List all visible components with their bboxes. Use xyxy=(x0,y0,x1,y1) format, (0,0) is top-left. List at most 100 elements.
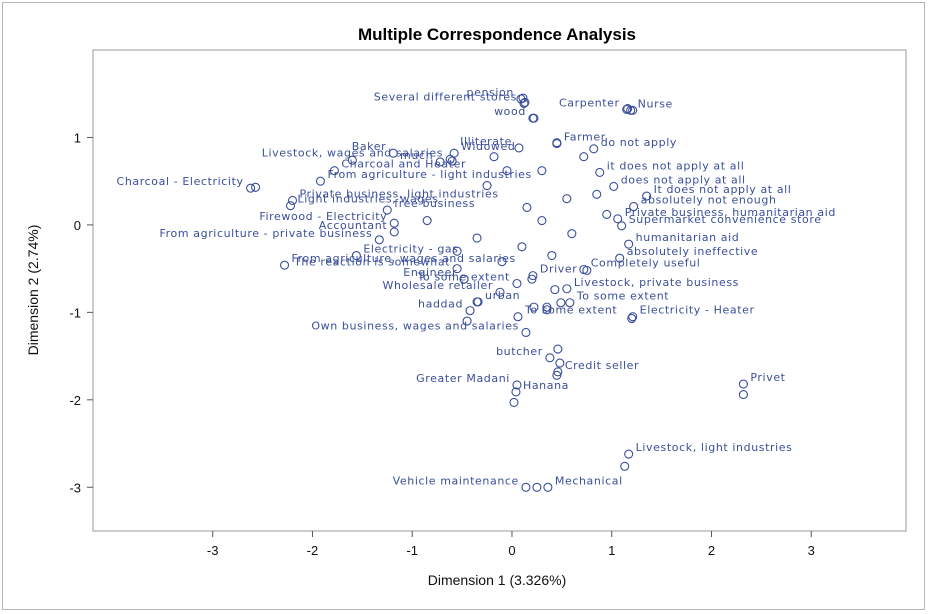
data-point-label: butcher xyxy=(496,345,543,358)
data-point-label: The reaction is somewhat xyxy=(293,256,450,269)
data-point-label: To some extent xyxy=(417,271,510,284)
data-point-label: Private business, light industries xyxy=(300,187,499,200)
data-point xyxy=(620,461,630,471)
data-point-label: Own business, wages and salaries xyxy=(311,319,519,332)
data-point xyxy=(287,195,298,205)
data-point xyxy=(602,209,612,219)
data-point xyxy=(452,264,462,274)
data-point-label: Nurse xyxy=(638,97,673,110)
data-point-label: it does not apply at all xyxy=(607,159,745,172)
data-point xyxy=(579,152,589,162)
data-point-label: humanitarian aid xyxy=(636,231,740,244)
data-point xyxy=(512,380,522,390)
x-axis-label: Dimension 1 (3.326%) xyxy=(428,572,567,588)
data-point-label: absolutely not enough xyxy=(641,194,777,207)
data-point xyxy=(738,379,748,389)
data-point-label: Private business, humanitarian aid xyxy=(625,206,836,219)
data-point xyxy=(489,152,499,162)
data-point-label: wood xyxy=(494,105,526,118)
data-point xyxy=(592,189,602,199)
data-point-label: Driver xyxy=(540,263,577,276)
data-point xyxy=(435,157,445,167)
data-point xyxy=(502,166,512,176)
x-tick-label: -2 xyxy=(307,543,319,558)
x-axis: -3 -2 -1 0 1 2 3 xyxy=(207,531,815,558)
data-point-label: Livestock, private business xyxy=(574,276,739,289)
data-point xyxy=(615,253,625,263)
data-point-label: Vehicle maintenance xyxy=(393,474,519,487)
data-point-label: Light industries, wages xyxy=(298,193,439,206)
data-point xyxy=(389,218,399,228)
data-point xyxy=(315,176,325,186)
data-point xyxy=(622,104,632,115)
data-point xyxy=(589,144,599,154)
point-markers xyxy=(246,93,748,492)
data-point-label: Illiterate xyxy=(460,135,512,148)
y-axis: -3 -2 -1 0 1 xyxy=(69,130,93,495)
data-point xyxy=(562,284,572,294)
data-point xyxy=(624,449,634,459)
data-point xyxy=(389,227,399,237)
data-point xyxy=(246,183,256,193)
y-tick-label: 1 xyxy=(74,130,81,145)
data-point xyxy=(537,166,547,176)
data-point-label: Widowed xyxy=(461,140,515,153)
x-tick-label: 0 xyxy=(508,543,515,558)
y-tick-label: -3 xyxy=(69,480,81,495)
data-point-label: Mechanical xyxy=(555,474,623,487)
data-point xyxy=(514,143,524,153)
data-point-label: much xyxy=(400,149,433,162)
data-point xyxy=(517,242,527,252)
data-point-label: Supermarket convenience store xyxy=(629,213,822,226)
data-point xyxy=(628,312,638,322)
data-point xyxy=(642,191,652,201)
data-point xyxy=(543,482,553,492)
data-point-label: Credit seller xyxy=(565,359,639,372)
data-point-label: Carpenter xyxy=(559,96,620,109)
data-point xyxy=(462,316,472,326)
data-point xyxy=(547,250,557,261)
data-point xyxy=(528,271,538,281)
data-point xyxy=(542,305,552,315)
data-point xyxy=(512,278,522,289)
data-point-label: Engineer xyxy=(403,266,457,279)
data-point xyxy=(347,155,357,165)
data-point-label: To some extent xyxy=(576,290,669,303)
data-point xyxy=(552,370,562,380)
data-point-label: Charcoal - Electricity xyxy=(117,175,244,188)
data-point xyxy=(556,298,566,308)
data-point-label: Electricity - gas xyxy=(363,243,458,256)
x-tick-label: -1 xyxy=(406,543,418,558)
data-point xyxy=(519,98,529,108)
chart-title: Multiple Correspondence Analysis xyxy=(358,25,636,44)
data-point xyxy=(565,298,575,308)
data-point xyxy=(528,113,538,123)
data-point-label: absolutely ineffective xyxy=(627,245,759,258)
y-axis-label: Dimension 2 (2.74%) xyxy=(25,225,41,356)
data-point xyxy=(509,397,519,407)
data-point xyxy=(251,182,261,192)
data-point xyxy=(285,201,296,211)
data-point xyxy=(553,344,563,354)
data-point xyxy=(553,367,563,377)
data-point xyxy=(613,214,623,224)
data-point xyxy=(527,274,537,284)
data-point-label: Charcoal and Heater xyxy=(341,158,466,171)
data-point xyxy=(388,148,398,158)
data-point-label: Greater Madani xyxy=(416,372,510,385)
data-point xyxy=(465,306,475,316)
plot-area xyxy=(92,49,907,532)
data-point xyxy=(513,312,523,322)
data-point-label: pension xyxy=(467,86,514,99)
data-point-label: To some extent xyxy=(524,304,617,317)
y-tick-label: 0 xyxy=(74,218,81,233)
data-point xyxy=(624,239,634,249)
data-point xyxy=(738,390,748,400)
data-point xyxy=(579,264,589,275)
data-point-label: does not apply at all xyxy=(621,173,746,186)
data-point xyxy=(482,181,492,191)
data-point-label: haddad xyxy=(418,298,463,311)
data-point xyxy=(542,302,552,312)
data-point xyxy=(495,287,505,297)
